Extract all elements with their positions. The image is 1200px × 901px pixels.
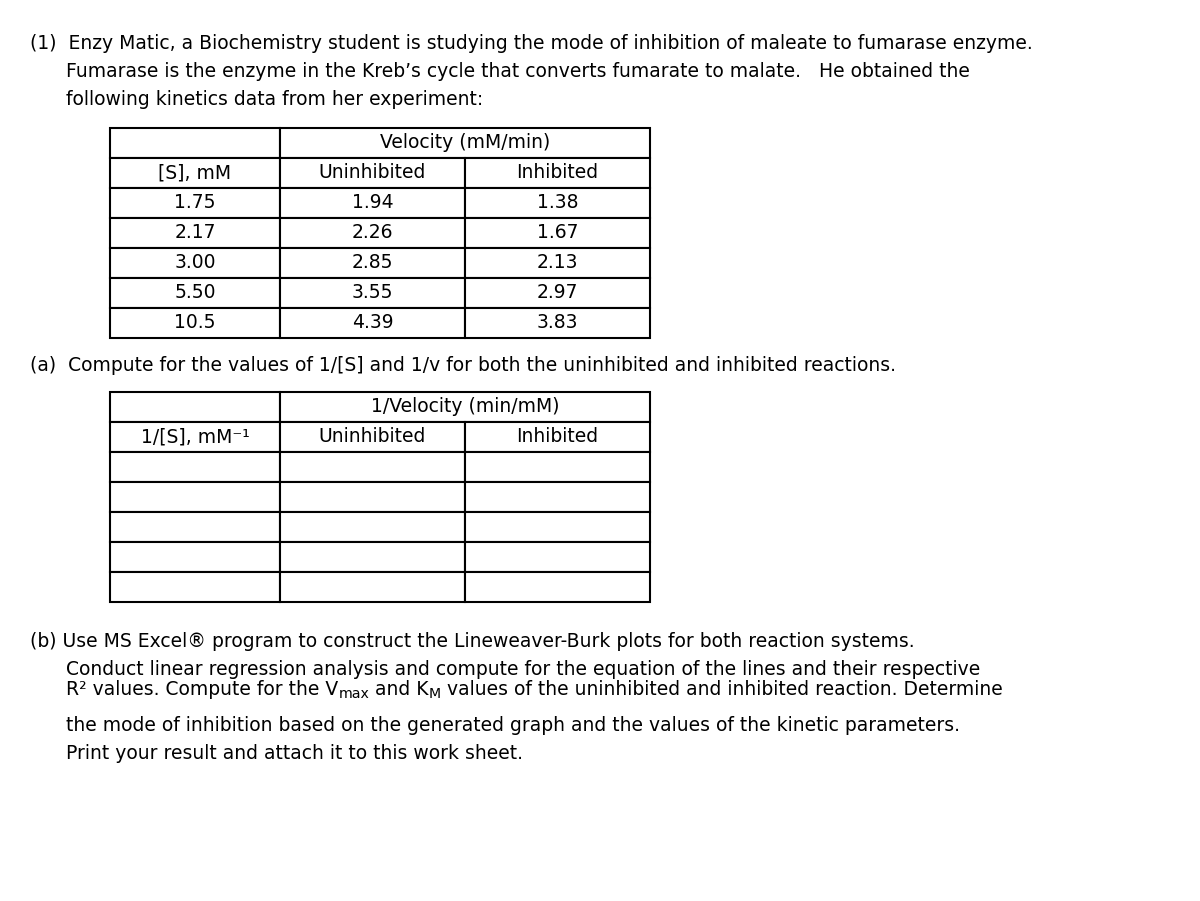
Bar <box>466 278 650 308</box>
Bar <box>110 128 280 158</box>
Text: values of the uninhibited and inhibited reaction. Determine: values of the uninhibited and inhibited … <box>440 679 1002 699</box>
Bar <box>280 308 466 338</box>
Text: Uninhibited: Uninhibited <box>319 427 426 447</box>
Bar <box>466 542 650 572</box>
Text: Uninhibited: Uninhibited <box>319 163 426 183</box>
Text: [S], mM: [S], mM <box>158 163 232 183</box>
Bar <box>280 512 466 542</box>
Bar <box>110 248 280 278</box>
Text: M: M <box>428 687 440 701</box>
Text: the mode of inhibition based on the generated graph and the values of the kineti: the mode of inhibition based on the gene… <box>30 716 960 735</box>
Text: 1.38: 1.38 <box>536 194 578 213</box>
Bar <box>280 422 466 452</box>
Bar <box>280 482 466 512</box>
Bar <box>110 218 280 248</box>
Text: Inhibited: Inhibited <box>516 427 599 447</box>
Bar <box>280 128 650 158</box>
Text: (a)  Compute for the values of 1/[S] and 1/v for both the uninhibited and inhibi: (a) Compute for the values of 1/[S] and … <box>30 356 896 375</box>
Text: 1.94: 1.94 <box>352 194 394 213</box>
Text: max: max <box>338 687 370 701</box>
Bar <box>110 512 280 542</box>
Bar <box>110 188 280 218</box>
Text: 3.55: 3.55 <box>352 284 394 303</box>
Text: (b) Use MS Excel® program to construct the Lineweaver-Burk plots for both reacti: (b) Use MS Excel® program to construct t… <box>30 632 914 651</box>
Bar <box>280 542 466 572</box>
Text: 10.5: 10.5 <box>174 314 216 332</box>
Bar <box>280 248 466 278</box>
Text: 3.00: 3.00 <box>174 253 216 272</box>
Bar <box>466 308 650 338</box>
Text: following kinetics data from her experiment:: following kinetics data from her experim… <box>30 90 484 109</box>
Bar <box>110 572 280 602</box>
Bar <box>466 422 650 452</box>
Text: and K: and K <box>370 679 428 699</box>
Text: 2.85: 2.85 <box>352 253 394 272</box>
Text: 2.97: 2.97 <box>536 284 578 303</box>
Bar <box>466 158 650 188</box>
Bar <box>110 158 280 188</box>
Text: Velocity (mM/min): Velocity (mM/min) <box>380 133 550 152</box>
Text: 2.13: 2.13 <box>536 253 578 272</box>
Bar <box>466 248 650 278</box>
Bar <box>110 278 280 308</box>
Bar <box>110 422 280 452</box>
Bar <box>466 452 650 482</box>
Text: 1/[S], mM⁻¹: 1/[S], mM⁻¹ <box>140 427 250 447</box>
Bar <box>110 308 280 338</box>
Bar <box>466 572 650 602</box>
Bar <box>280 572 466 602</box>
Text: 1.67: 1.67 <box>536 223 578 242</box>
Bar <box>110 392 280 422</box>
Bar <box>110 452 280 482</box>
Text: 2.26: 2.26 <box>352 223 394 242</box>
Bar <box>280 218 466 248</box>
Text: Fumarase is the enzyme in the Kreb’s cycle that converts fumarate to malate.   H: Fumarase is the enzyme in the Kreb’s cyc… <box>30 62 970 81</box>
Text: (1)  Enzy Matic, a Biochemistry student is studying the mode of inhibition of ma: (1) Enzy Matic, a Biochemistry student i… <box>30 34 1033 53</box>
Text: 5.50: 5.50 <box>174 284 216 303</box>
Text: 2.17: 2.17 <box>174 223 216 242</box>
Bar <box>110 482 280 512</box>
Text: 1/Velocity (min/mM): 1/Velocity (min/mM) <box>371 397 559 416</box>
Text: R² values. Compute for the V: R² values. Compute for the V <box>30 679 338 699</box>
Text: Inhibited: Inhibited <box>516 163 599 183</box>
Bar <box>466 218 650 248</box>
Bar <box>466 482 650 512</box>
Bar <box>280 158 466 188</box>
Bar <box>280 278 466 308</box>
Text: 3.83: 3.83 <box>536 314 578 332</box>
Text: Print your result and attach it to this work sheet.: Print your result and attach it to this … <box>30 744 523 763</box>
Bar <box>466 188 650 218</box>
Bar <box>280 188 466 218</box>
Bar <box>110 542 280 572</box>
Text: 1.75: 1.75 <box>174 194 216 213</box>
Bar <box>280 452 466 482</box>
Text: 4.39: 4.39 <box>352 314 394 332</box>
Text: Conduct linear regression analysis and compute for the equation of the lines and: Conduct linear regression analysis and c… <box>30 660 980 679</box>
Bar <box>280 392 650 422</box>
Bar <box>466 512 650 542</box>
